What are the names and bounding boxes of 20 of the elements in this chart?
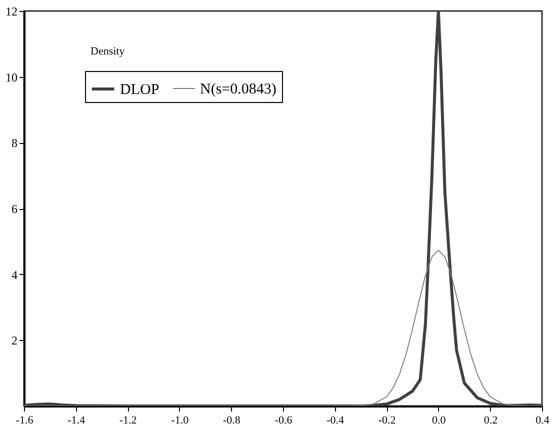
x-tick-label: -0.4 [326, 414, 344, 426]
y-tick-label: 2 [12, 334, 18, 348]
y-axis-title: Density [90, 46, 126, 58]
x-tick-label: 0.4 [536, 414, 550, 426]
x-tick-label: -0.2 [378, 414, 396, 426]
x-tick-label: -0.8 [222, 414, 241, 426]
x-tick-label: -1.2 [119, 414, 137, 426]
legend-label: DLOP [120, 82, 160, 98]
x-tick-label: -1.6 [16, 414, 34, 426]
x-tick-label: -1.0 [171, 414, 190, 426]
y-tick-label: 8 [12, 136, 18, 150]
y-tick-label: 4 [12, 268, 18, 282]
y-tick-label: 6 [12, 202, 18, 216]
x-tick-label: 0.0 [432, 414, 446, 426]
x-tick-label: -1.4 [68, 414, 86, 426]
x-tick-label: -0.6 [274, 414, 293, 426]
y-tick-label: 12 [6, 4, 18, 18]
x-tick-label: 0.2 [484, 414, 498, 426]
legend-label: N(s=0.0843) [200, 82, 276, 98]
y-tick-label: 10 [6, 70, 18, 84]
